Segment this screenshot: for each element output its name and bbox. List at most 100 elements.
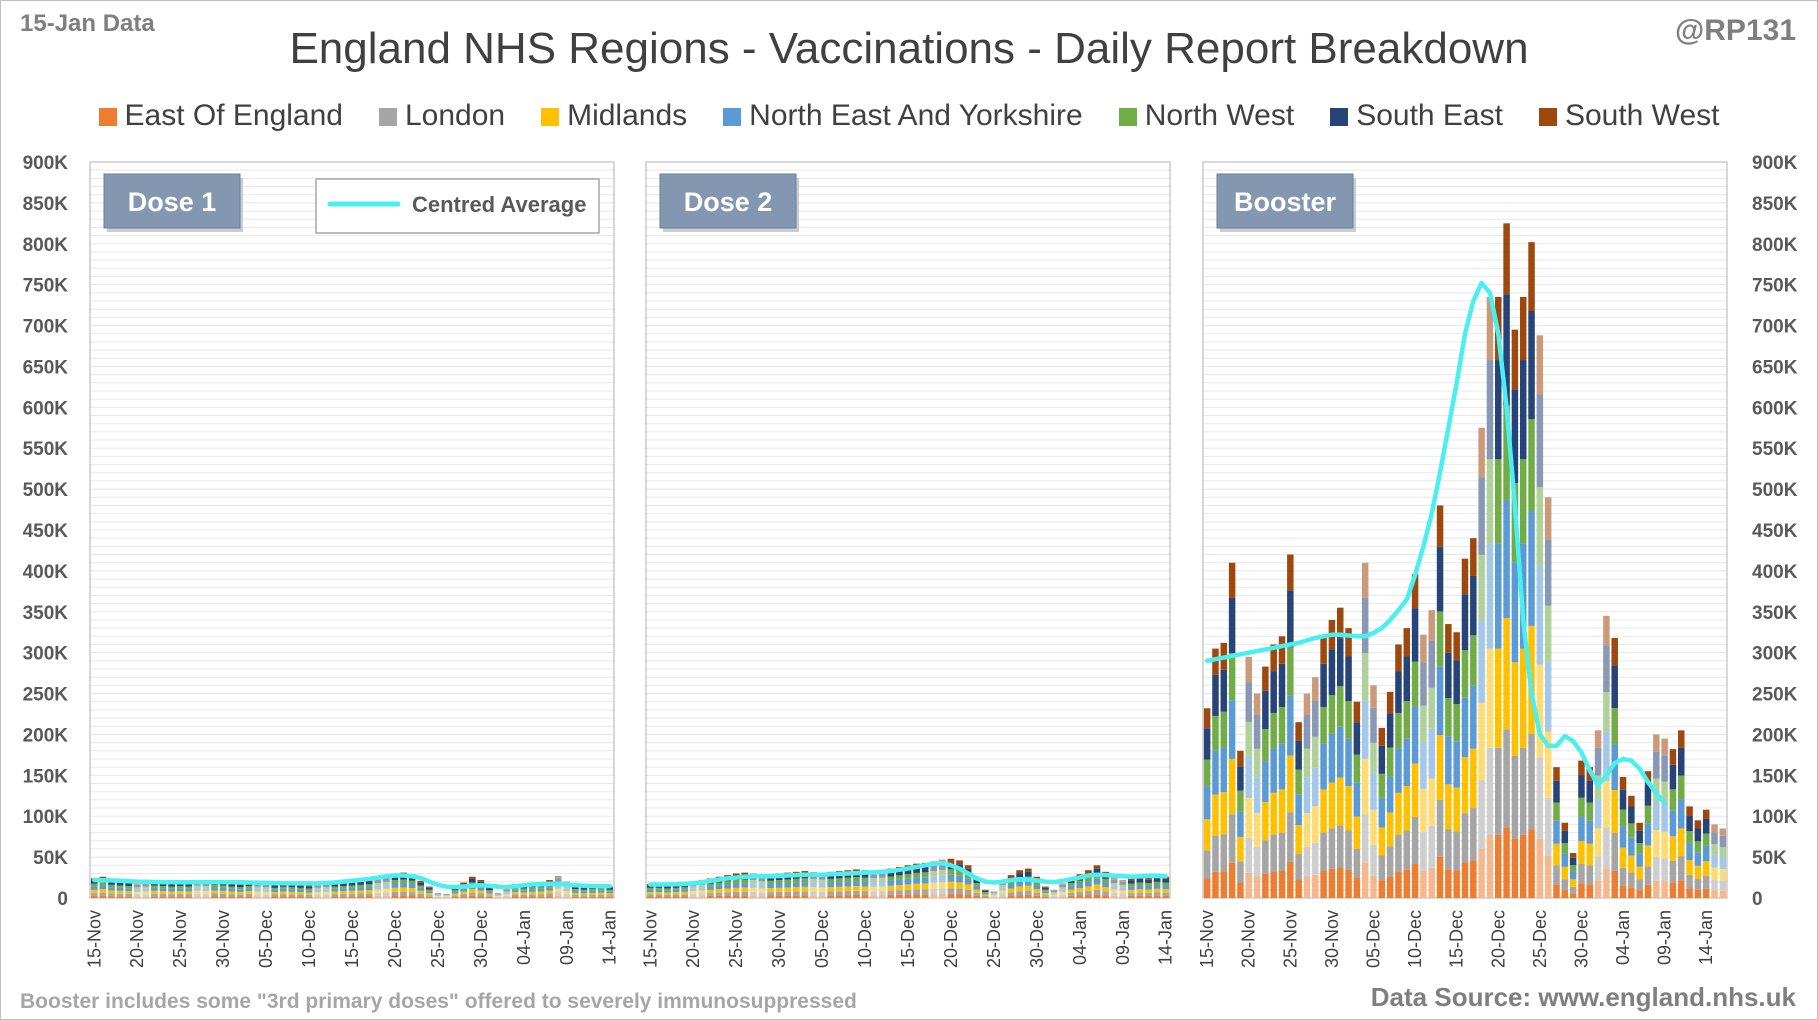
bar-segment-north-east-and-yorkshire (279, 888, 287, 892)
bar-segment-midlands (1220, 792, 1228, 835)
bar-segment-north-east-and-yorkshire (698, 887, 706, 891)
bar-segment-midlands (1102, 887, 1109, 892)
bar-segment-midlands (818, 887, 826, 892)
bar-segment-south-east (142, 884, 150, 887)
bar-segment-south-east (1237, 766, 1244, 791)
bar-segment-north-west (775, 880, 783, 884)
bar-segment-south-west (1544, 497, 1552, 540)
bar-segment-north-east-and-yorkshire (554, 884, 562, 889)
bar-segment-east-of-england (715, 895, 723, 898)
bar-segment-north-east-and-yorkshire (1085, 881, 1092, 887)
bar-segment-north-east-and-yorkshire (1042, 891, 1049, 894)
bar-segment-midlands (1619, 847, 1627, 868)
bar-segment-north-west (417, 885, 425, 888)
bar-segment-south-west (1553, 767, 1560, 781)
bar-segment-south-east (870, 873, 877, 879)
bar-segment-east-of-england (1119, 896, 1127, 898)
bar-segment-london (1603, 827, 1610, 869)
bar-segment-midlands (1059, 891, 1066, 895)
x-tick-label: 04-Jan (1613, 910, 1633, 965)
bar-segment-london (125, 893, 133, 897)
y-tick-label-right: 650K (1752, 357, 1798, 378)
bar-segment-north-west (1287, 647, 1294, 696)
bar-segment-north-west (520, 888, 528, 891)
bar-segment-london (305, 894, 313, 897)
bar-segment-north-west (1220, 711, 1228, 748)
bar-segment-north-east-and-yorkshire (818, 883, 826, 888)
bar-segment-midlands (1428, 778, 1435, 827)
bar-segment-london (1353, 848, 1361, 878)
bar-segment-north-east-and-yorkshire (1686, 843, 1693, 860)
bar-segment-london (142, 894, 150, 897)
bar-segment-london (537, 894, 545, 897)
bar-segment-north-east-and-yorkshire (921, 877, 929, 884)
bar-segment-east-of-england (176, 896, 184, 898)
bar-segment-midlands (1503, 618, 1510, 730)
bar-segment-london (973, 892, 981, 896)
bar-segment-midlands (391, 887, 399, 892)
bar-segment-east-of-england (904, 894, 912, 898)
legend-label: North West (1144, 99, 1295, 133)
bar-segment-south-east (1711, 832, 1718, 845)
bar-segment-north-east-and-yorkshire (1253, 777, 1261, 814)
bar-segment-north-west (511, 887, 519, 890)
bar-segment-south-east (1127, 880, 1135, 884)
bar-segment-north-east-and-yorkshire (486, 891, 493, 894)
y-tick-label-left: 500K (23, 480, 69, 501)
bar-segment-east-of-england (707, 895, 714, 898)
bar-segment-london (434, 896, 442, 898)
bar-segment-london (1678, 856, 1685, 881)
bar-segment-north-east-and-yorkshire (1033, 885, 1041, 890)
bar-segment-south-east (443, 894, 450, 896)
bar-segment-south-west (1603, 615, 1610, 646)
bar-segment-south-west (1278, 636, 1286, 664)
bar-segment-london (425, 895, 433, 897)
bar-segment-east-of-england (116, 896, 124, 898)
bar-segment-south-east (861, 873, 869, 878)
bar-segment-london (1470, 808, 1477, 861)
bar-segment-south-east (1262, 690, 1269, 730)
bar-segment-east-of-england (159, 896, 167, 898)
bar-segment-north-east-and-yorkshire (1478, 620, 1485, 703)
bar-segment-east-of-england (1093, 894, 1101, 898)
bar-segment-midlands (1136, 889, 1144, 893)
bar-segment-london (741, 891, 749, 896)
bar-segment-north-east-and-yorkshire (878, 881, 886, 887)
bar-segment-north-east-and-yorkshire (1093, 878, 1101, 885)
bar-segment-south-west (1042, 886, 1049, 888)
bar-segment-south-east (1611, 665, 1618, 709)
bar-segment-south-west (1262, 666, 1269, 691)
bar-segment-north-west (1127, 883, 1135, 887)
bar-segment-south-east (357, 881, 364, 885)
bar-segment-north-east-and-yorkshire (1220, 747, 1228, 793)
bar-segment-east-of-england (1336, 867, 1344, 898)
bar-segment-south-east (1678, 747, 1685, 776)
bar-segment-north-west (1328, 695, 1336, 734)
bar-segment-london (1395, 834, 1402, 872)
bar-segment-east-of-england (956, 894, 963, 898)
bar-segment-south-east (939, 863, 946, 870)
bar-segment-south-west (1395, 644, 1402, 672)
bar-segment-north-east-and-yorkshire (896, 879, 903, 886)
bar-segment-midlands (400, 887, 407, 892)
bar-segment-north-east-and-yorkshire (990, 894, 998, 896)
bar-segment-midlands (1050, 894, 1058, 896)
bar-segment-south-east (1686, 816, 1693, 832)
bar-segment-north-west (1519, 459, 1527, 544)
bar-segment-north-west (546, 884, 553, 888)
bar-segment-east-of-england (1669, 882, 1677, 898)
bar-segment-north-east-and-yorkshire (844, 881, 852, 887)
bar-segment-east-of-england (741, 895, 749, 898)
bar-segment-london (348, 893, 356, 897)
x-tick-label: 20-Dec (385, 910, 405, 968)
bar-segment-north-east-and-yorkshire (1569, 871, 1577, 880)
bar-segment-north-east-and-yorkshire (348, 887, 356, 891)
bar-segment-south-west (1445, 624, 1452, 653)
bar-segment-south-east (1669, 764, 1677, 790)
bar-segment-north-west (767, 880, 774, 885)
bar-segment-north-east-and-yorkshire (443, 895, 450, 897)
bar-segment-south-east (185, 884, 193, 887)
bar-segment-north-east-and-yorkshire (391, 883, 399, 888)
bar-segment-london (1586, 865, 1594, 885)
bar-segment-north-west (930, 871, 938, 877)
